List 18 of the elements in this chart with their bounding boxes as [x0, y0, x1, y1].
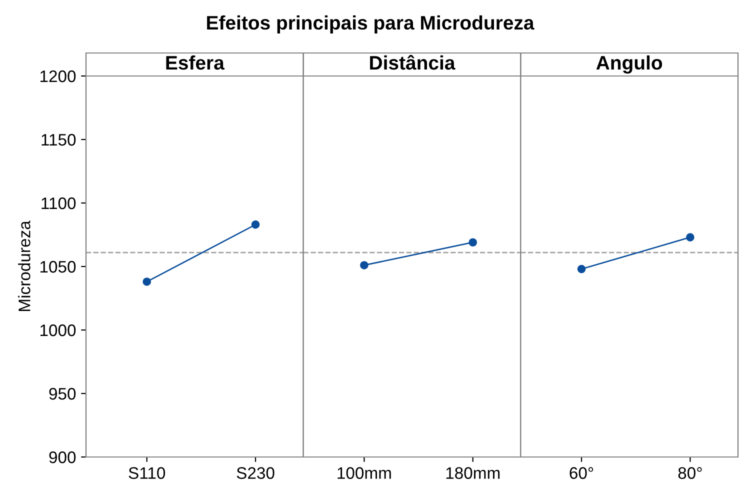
chart-title: Angulo: [596, 55, 662, 74]
chart-title: Esfera: [166, 55, 225, 70]
chart-title: Distância: [370, 55, 456, 70]
x-tick-label: 100mm: [338, 467, 391, 479]
x-tick-label: S230: [236, 467, 274, 479]
y-tick-label: 1200: [40, 70, 76, 82]
y-tick-label: 1100: [42, 197, 76, 210]
x-tick-label: S110: [128, 467, 166, 479]
x-tick-label: 80°: [678, 467, 702, 479]
y-tick-label: 950: [49, 388, 76, 400]
y-tick-label: 1150: [42, 134, 76, 146]
text: Efeitos principais para Microdureza: [207, 15, 534, 34]
y-tick-label: 900: [49, 451, 76, 464]
y-tick-label: 1000: [40, 324, 76, 336]
y-tick-label: 1050: [40, 260, 76, 273]
y-axis-title: Microdureza: [18, 220, 30, 311]
x-tick-label: 180mm: [446, 467, 500, 479]
x-tick-label: 60°: [570, 467, 594, 479]
